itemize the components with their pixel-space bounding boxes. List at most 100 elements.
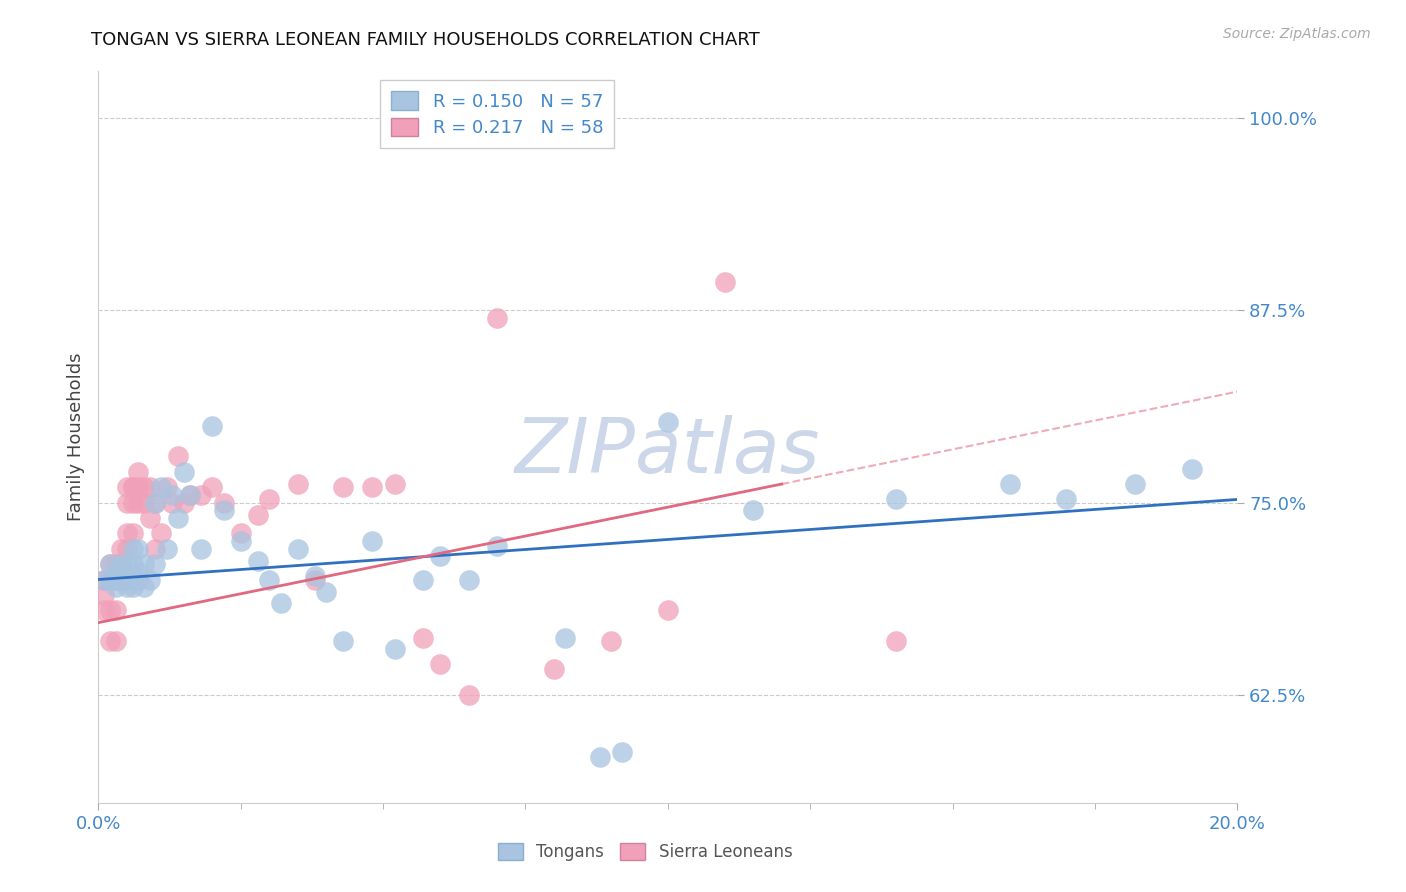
Point bbox=[98, 557, 121, 571]
Point bbox=[657, 416, 679, 430]
Point bbox=[270, 596, 292, 610]
Point bbox=[486, 310, 509, 325]
Point bbox=[127, 495, 149, 509]
Point bbox=[1123, 477, 1146, 491]
Point bbox=[132, 557, 155, 571]
Point bbox=[315, 584, 337, 599]
Point bbox=[714, 276, 737, 290]
Point bbox=[287, 477, 309, 491]
Point bbox=[127, 565, 149, 579]
Point bbox=[201, 480, 224, 494]
Text: TONGAN VS SIERRA LEONEAN FAMILY HOUSEHOLDS CORRELATION CHART: TONGAN VS SIERRA LEONEAN FAMILY HOUSEHOL… bbox=[91, 31, 761, 49]
Point bbox=[127, 541, 149, 556]
Point bbox=[104, 573, 127, 587]
Point bbox=[98, 573, 121, 587]
Point bbox=[742, 503, 765, 517]
Point bbox=[104, 565, 127, 579]
Point bbox=[190, 488, 212, 502]
Point bbox=[98, 573, 121, 587]
Point bbox=[110, 573, 132, 587]
Point bbox=[167, 511, 190, 525]
Point bbox=[127, 573, 149, 587]
Point bbox=[121, 557, 143, 571]
Point bbox=[98, 634, 121, 648]
Point bbox=[121, 573, 143, 587]
Point bbox=[1181, 461, 1204, 475]
Y-axis label: Family Households: Family Households bbox=[66, 353, 84, 521]
Point bbox=[162, 488, 184, 502]
Point bbox=[246, 554, 269, 568]
Point bbox=[156, 541, 179, 556]
Point bbox=[104, 557, 127, 571]
Point bbox=[104, 603, 127, 617]
Point bbox=[173, 495, 195, 509]
Point bbox=[110, 573, 132, 587]
Point bbox=[304, 569, 326, 583]
Point bbox=[110, 541, 132, 556]
Point bbox=[259, 573, 281, 587]
Point bbox=[115, 557, 138, 571]
Point bbox=[332, 634, 354, 648]
Point bbox=[115, 573, 138, 587]
Point bbox=[1056, 492, 1078, 507]
Point bbox=[110, 557, 132, 571]
Point bbox=[115, 480, 138, 494]
Point bbox=[145, 541, 167, 556]
Point bbox=[150, 526, 173, 541]
Point bbox=[612, 745, 634, 759]
Point bbox=[115, 495, 138, 509]
Point bbox=[384, 477, 406, 491]
Point bbox=[93, 603, 115, 617]
Point bbox=[150, 480, 173, 494]
Point bbox=[884, 492, 907, 507]
Point bbox=[304, 573, 326, 587]
Point bbox=[98, 557, 121, 571]
Point bbox=[145, 557, 167, 571]
Point bbox=[429, 657, 451, 672]
Point bbox=[201, 418, 224, 433]
Point bbox=[132, 480, 155, 494]
Point bbox=[93, 573, 115, 587]
Point bbox=[259, 492, 281, 507]
Point bbox=[588, 749, 610, 764]
Point bbox=[457, 573, 479, 587]
Point bbox=[229, 534, 252, 549]
Point bbox=[115, 565, 138, 579]
Point bbox=[110, 573, 132, 587]
Point bbox=[104, 573, 127, 587]
Point bbox=[93, 588, 115, 602]
Point bbox=[132, 580, 155, 594]
Point bbox=[115, 526, 138, 541]
Point bbox=[360, 480, 382, 494]
Point bbox=[115, 580, 138, 594]
Point bbox=[121, 526, 143, 541]
Point bbox=[212, 495, 235, 509]
Point bbox=[360, 534, 382, 549]
Point bbox=[145, 495, 167, 509]
Point bbox=[412, 573, 434, 587]
Point bbox=[127, 465, 149, 479]
Point bbox=[121, 495, 143, 509]
Point bbox=[332, 480, 354, 494]
Point bbox=[212, 503, 235, 517]
Point bbox=[156, 480, 179, 494]
Point bbox=[190, 541, 212, 556]
Point bbox=[412, 631, 434, 645]
Text: Source: ZipAtlas.com: Source: ZipAtlas.com bbox=[1223, 27, 1371, 41]
Legend: Tongans, Sierra Leoneans: Tongans, Sierra Leoneans bbox=[491, 836, 799, 868]
Point bbox=[554, 631, 576, 645]
Point bbox=[127, 480, 149, 494]
Point bbox=[998, 477, 1021, 491]
Point bbox=[162, 495, 184, 509]
Point bbox=[173, 465, 195, 479]
Point bbox=[93, 573, 115, 587]
Point bbox=[98, 603, 121, 617]
Point bbox=[121, 541, 143, 556]
Point bbox=[543, 662, 565, 676]
Point bbox=[429, 549, 451, 564]
Point bbox=[121, 580, 143, 594]
Point bbox=[104, 634, 127, 648]
Point bbox=[600, 634, 623, 648]
Point bbox=[138, 480, 160, 494]
Point bbox=[138, 573, 160, 587]
